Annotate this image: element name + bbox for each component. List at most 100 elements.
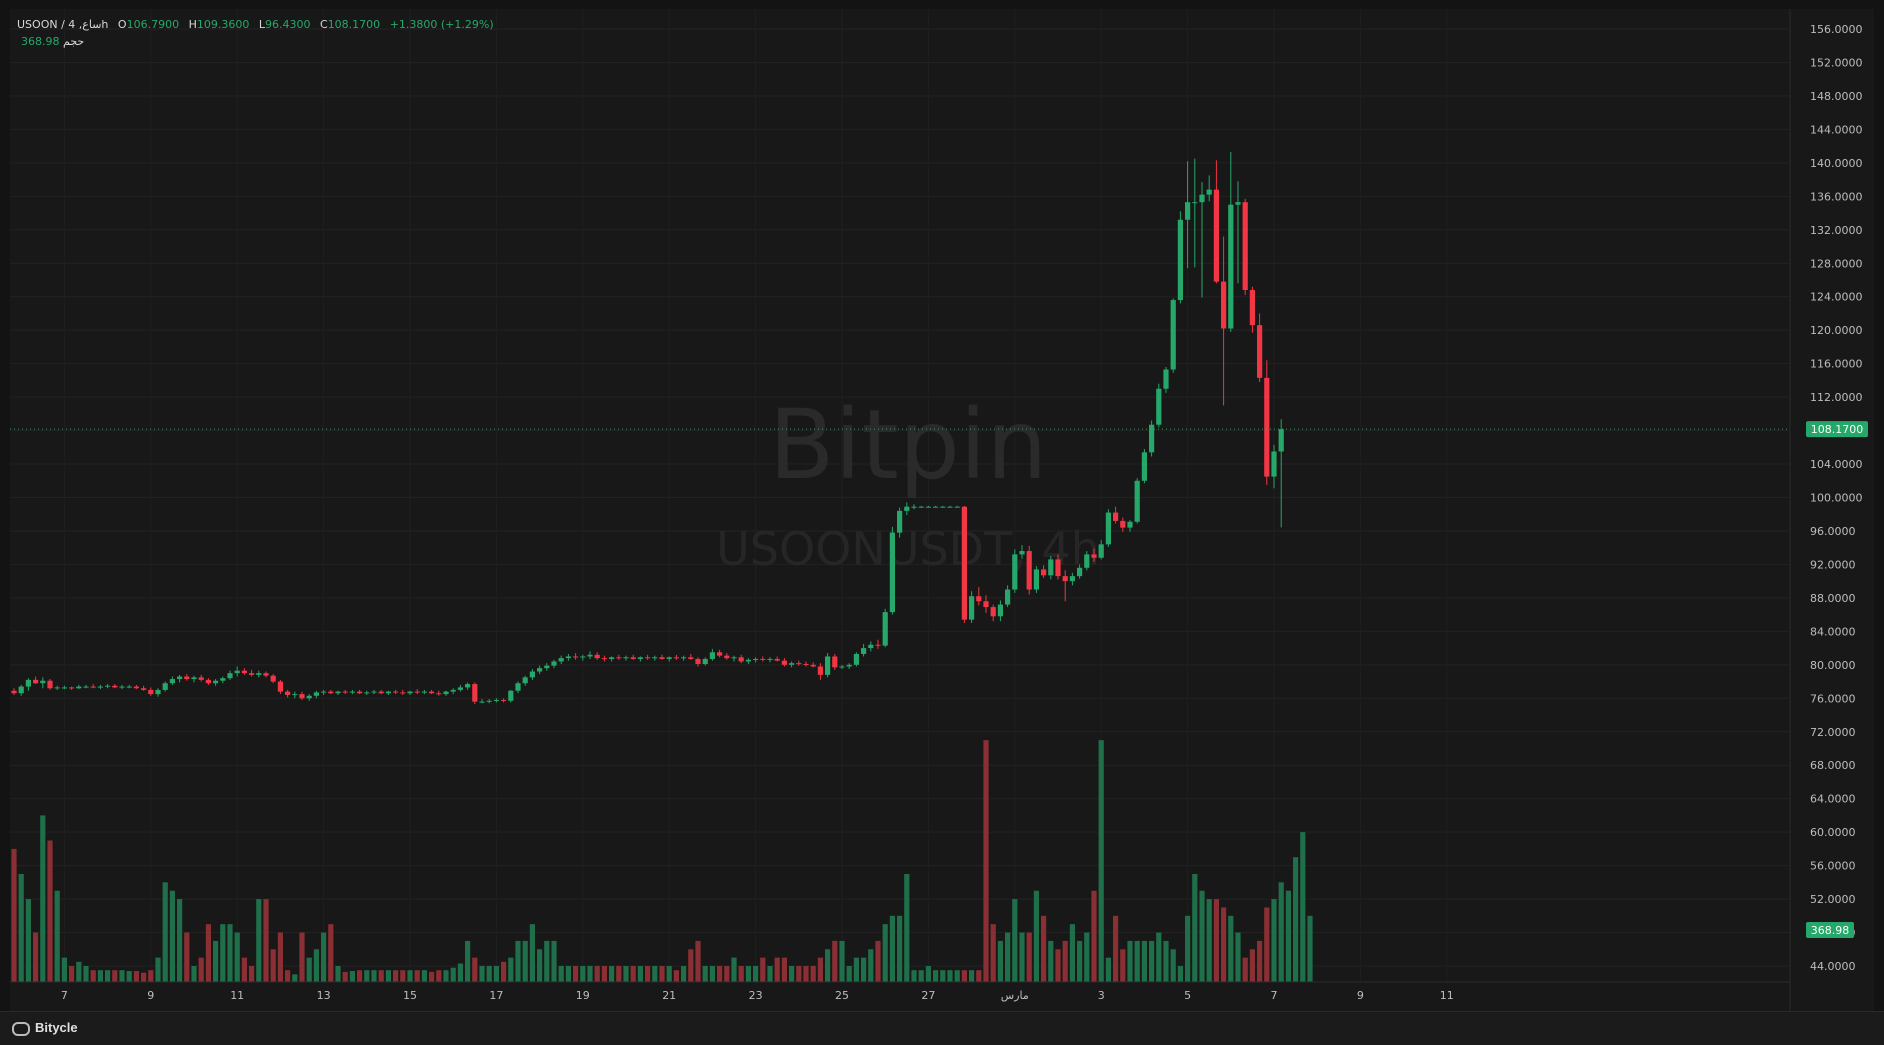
candle-body [969,596,975,620]
volume-bar [292,974,298,982]
time-tick-label: 23 [749,989,763,1002]
candle-body [1005,589,1011,605]
volume-bar [537,949,543,982]
volume-bar [1127,940,1133,982]
volume-bar [364,970,370,982]
time-axis[interactable]: 7 9 11 13 15 17 19 21 23 25 27 مارس 3 5 7 9 11 [10,981,1790,1002]
candle-body [594,654,600,659]
volume-bar [393,970,399,982]
candle-body [745,659,751,662]
volume-bar [760,957,766,982]
candle-body [529,671,535,678]
candle-body [544,665,550,669]
volume-bar [11,848,17,982]
candle-body [724,655,730,659]
candle-body [601,658,607,660]
candle-body [472,684,478,702]
volume-bar [522,940,528,982]
candle-body [450,689,456,692]
candle-body [421,691,427,693]
candle-body [1213,189,1219,282]
candle-body [609,657,615,659]
candle-body [501,699,507,701]
symbol-label[interactable]: USOON / 4 ,ساعh [17,18,109,31]
volume-bar [587,966,593,982]
candle-body [148,689,154,695]
candle-body [637,657,643,659]
volume-bar [25,899,31,982]
candle-body [1170,300,1176,370]
time-tick-label: 19 [576,989,590,1002]
candle-body [90,686,96,688]
candle-body [774,658,780,661]
candle-body [673,657,679,659]
volume-bar [1141,940,1147,982]
volume-bar [1062,940,1068,982]
time-tick-label: 25 [835,989,849,1002]
candle-body [781,660,787,665]
volume-bar [1077,940,1083,982]
candle-body [904,506,910,511]
candle-body [364,692,370,694]
candle-body [666,657,672,659]
candle-body [817,666,823,675]
volume-bar [119,970,125,982]
volume-bar [184,932,190,982]
candle-body [486,700,492,702]
time-tick-label: 15 [403,989,417,1002]
candle-body [177,676,183,680]
volume-bar [155,957,161,982]
candle-body [681,657,687,659]
volume-bar [630,966,636,982]
volume-bar [306,957,312,982]
candle-body [537,668,543,672]
candle-body [11,690,17,694]
candle-body [853,653,859,665]
volume-bar [227,924,233,982]
volume-bar [659,966,665,982]
candle-body [1206,189,1212,195]
candle-body [1098,544,1104,558]
candle-body [702,658,708,664]
volume-bar [1019,932,1025,982]
volume-bar [400,970,406,982]
candle-body [335,691,341,694]
candle-body [940,506,946,508]
volume-bar [1005,932,1011,982]
volume-bar [54,890,60,982]
candle-body [1149,424,1155,453]
last-price-label: 108.1700 [1811,423,1864,436]
volume-bar [623,966,629,982]
candle-body [241,670,247,674]
candle-body [40,680,46,684]
candle-body [1228,204,1234,329]
volume-bar [1228,915,1234,982]
candle-body [385,691,391,694]
volume-bar [861,957,867,982]
volume-bar [1192,873,1198,982]
candle-body [76,686,82,689]
brand[interactable]: Bitycle [12,1020,78,1036]
volume-bar [616,966,622,982]
candle-body [925,506,931,508]
candle-body [256,673,262,675]
volume-bar [450,967,456,982]
volume-bar [695,940,701,982]
candle-body [1249,290,1255,326]
volume-bar [889,915,895,982]
price-tick-label: 52.0000 [1810,893,1856,906]
volume-bar [1185,915,1191,982]
price-chart[interactable]: Bitpin USOONUSDT, 4h 44.000048.000052.00… [0,0,1884,1011]
candle-body [839,666,845,668]
volume-bar [1235,932,1241,982]
candle-body [796,663,802,665]
volume-bar [1163,940,1169,982]
time-tick-label: 17 [489,989,503,1002]
candle-body [1235,202,1241,205]
volume-bar [1170,949,1176,982]
volume-bar [738,966,744,982]
candle-body [997,604,1003,617]
candle-body [508,690,514,701]
candle-body [709,652,715,659]
volume-bar [76,961,82,982]
